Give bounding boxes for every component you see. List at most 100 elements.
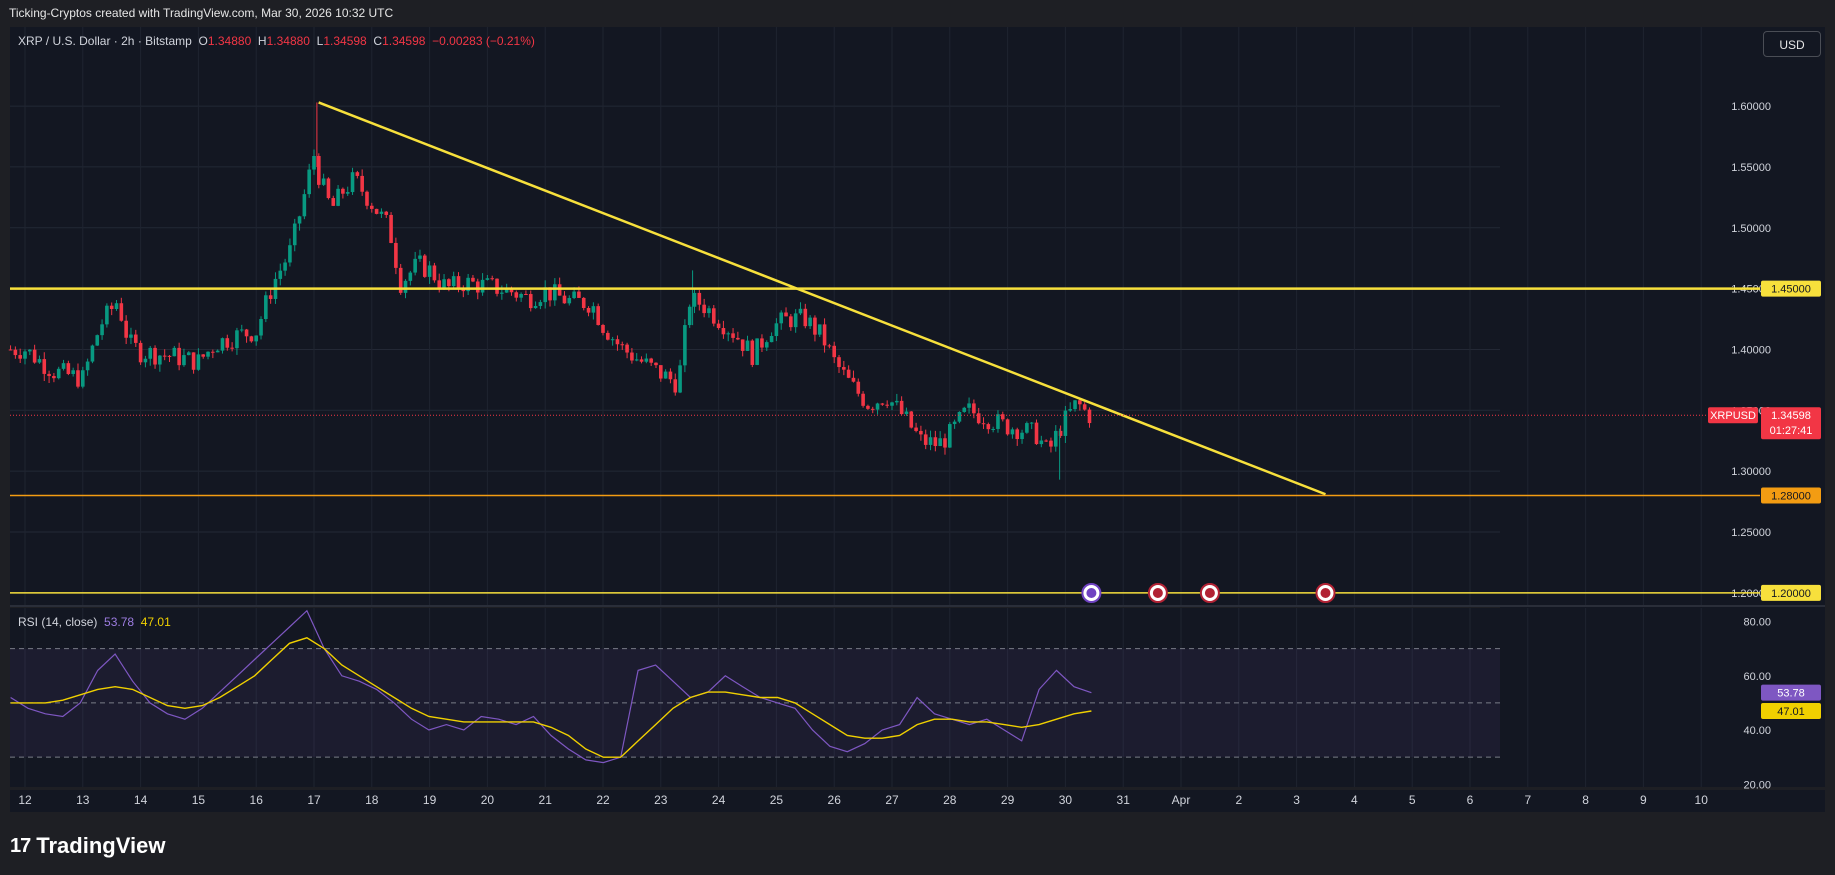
candle-body <box>201 354 206 357</box>
us-flag-event-icon <box>1320 588 1331 598</box>
candle-body <box>379 211 384 214</box>
candle-body <box>355 172 360 176</box>
candle-body <box>740 339 745 351</box>
candle-body <box>1063 410 1068 436</box>
lightning-event-icon <box>1081 583 1102 603</box>
rsi-ma-value: 47.01 <box>140 615 171 629</box>
time-tick-label: 19 <box>423 793 437 807</box>
rsi-pane <box>10 608 1500 787</box>
candle-body <box>172 347 177 357</box>
candle-body <box>302 194 307 217</box>
time-tick-label: 18 <box>365 793 379 807</box>
currency-button[interactable]: USD <box>1763 31 1821 57</box>
candle-body <box>119 303 124 321</box>
candle-body <box>962 407 967 412</box>
candle-body <box>485 278 490 280</box>
time-tick-label: 4 <box>1351 793 1358 807</box>
candle-body <box>28 349 32 352</box>
open-label: O <box>198 34 208 48</box>
level-price-label: 1.45000 <box>1771 284 1811 296</box>
candle-body <box>673 379 678 393</box>
candle-body <box>976 413 981 424</box>
candle-body <box>572 291 576 299</box>
symbol-title[interactable]: XRP / U.S. Dollar · 2h · Bitstamp <box>18 34 192 48</box>
candle-body <box>986 424 991 430</box>
candle-body <box>288 245 292 263</box>
lightning-event-icon <box>1086 588 1097 598</box>
candle-body <box>90 345 95 362</box>
candle-body <box>1020 432 1024 440</box>
candle-body <box>601 324 605 333</box>
time-tick-label: 27 <box>885 793 899 807</box>
time-tick-label: 5 <box>1409 793 1416 807</box>
candle-body <box>755 338 759 365</box>
candle-body <box>895 400 899 403</box>
candle-body <box>586 307 591 313</box>
symbol-legend[interactable]: XRP / U.S. Dollar · 2h · Bitstamp O1.348… <box>18 34 535 48</box>
candle-body <box>692 292 697 307</box>
candle-body <box>538 302 543 306</box>
candle-body <box>528 294 533 309</box>
candle-body <box>928 437 933 445</box>
candle-body <box>71 370 75 374</box>
time-tick-label: 3 <box>1293 793 1300 807</box>
candle-body <box>581 297 586 308</box>
price-pane <box>10 27 1500 605</box>
candle-body <box>875 403 880 410</box>
time-tick-label: 16 <box>250 793 264 807</box>
rsi-tick-label: 80.00 <box>1743 617 1771 629</box>
time-tick-label: 10 <box>1695 793 1709 807</box>
candle-body <box>490 278 495 280</box>
candle-body <box>307 169 311 195</box>
candle-body <box>283 262 287 271</box>
candle-body <box>827 345 832 347</box>
candle-body <box>957 411 962 422</box>
candle-body <box>350 172 355 193</box>
candle-body <box>630 352 634 361</box>
descending-trendline <box>318 101 1326 496</box>
candle-body <box>991 428 995 430</box>
candle-body <box>943 438 947 448</box>
candle-body <box>466 277 470 292</box>
candle-body <box>938 438 942 447</box>
candle-body <box>1087 409 1092 424</box>
price-tick-label: 1.50000 <box>1731 223 1771 235</box>
candle-body <box>774 323 779 337</box>
candles-group <box>8 149 1092 455</box>
rsi-title[interactable]: RSI (14, close) <box>18 615 98 629</box>
candle-body <box>143 358 148 363</box>
time-scale <box>10 790 1825 812</box>
candle-body <box>451 276 456 287</box>
candle-body <box>837 357 841 368</box>
candle-body <box>1010 429 1015 435</box>
rsi-legend[interactable]: RSI (14, close) 53.78 47.01 <box>18 615 171 629</box>
candle-body <box>634 359 639 361</box>
candle-body <box>66 363 71 374</box>
candle-body <box>996 414 1000 429</box>
candle-body <box>437 280 442 288</box>
candle-body <box>480 279 485 293</box>
time-tick-label: 8 <box>1582 793 1589 807</box>
candle-body <box>557 284 562 296</box>
symbol-tag-label: XRPUSD <box>1710 410 1756 422</box>
candle-body <box>842 367 846 370</box>
candle-body <box>52 376 56 379</box>
candle-body <box>817 324 822 335</box>
candle-body <box>471 277 475 282</box>
candle-body <box>109 305 114 309</box>
candle-body <box>716 323 721 329</box>
candle-body <box>567 298 572 304</box>
brand-name: TradingView <box>36 833 166 858</box>
brand-footer[interactable]: 17 TradingView <box>10 831 165 861</box>
candle-body <box>789 316 793 328</box>
time-tick-label: 22 <box>596 793 610 807</box>
tradingview-logo-icon: 17 <box>10 834 31 857</box>
rsi-tick-label: 20.00 <box>1743 779 1771 791</box>
time-tick-label: 25 <box>770 793 784 807</box>
time-tick-label: 13 <box>76 793 90 807</box>
candle-body <box>389 214 393 243</box>
bar-countdown-label: 01:27:41 <box>1770 425 1813 437</box>
candle-body <box>326 178 331 199</box>
candle-body <box>244 329 249 337</box>
